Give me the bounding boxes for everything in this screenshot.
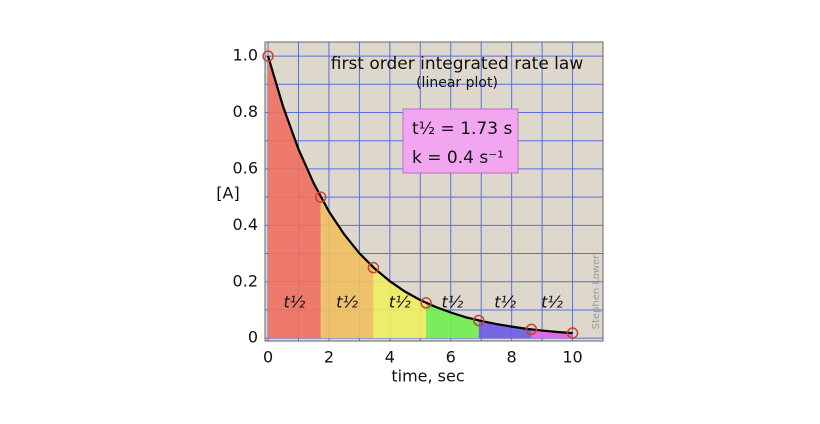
y-axis-label: [A]	[216, 184, 239, 203]
half-life-point	[314, 191, 327, 203]
annotation: t½ = 1.73 s	[412, 119, 512, 139]
half-life-point	[566, 327, 579, 339]
band-label: t½	[336, 293, 358, 312]
half-life-band	[320, 196, 374, 339]
annotation-box	[402, 108, 519, 174]
half-life-point	[525, 323, 538, 336]
chart-subtitle: (linear plot)	[416, 75, 498, 91]
x-axis-label: time, sec	[391, 367, 464, 386]
band-label: t½	[494, 293, 516, 312]
x-tick-label: 0	[263, 348, 273, 367]
y-tick-label: 0.6	[233, 158, 258, 177]
half-life-point	[473, 314, 485, 327]
band-label: t½	[442, 293, 464, 312]
y-tick-label: 0.4	[233, 215, 258, 234]
half-life-band	[426, 302, 479, 339]
half-life-band	[478, 320, 532, 339]
half-life-point	[262, 50, 274, 62]
band-label: t½	[541, 293, 563, 312]
y-tick-label: 0.2	[233, 271, 258, 290]
band-label: t½	[389, 293, 411, 312]
annotation: k = 0.4 s⁻¹	[412, 148, 504, 168]
half-life-point	[367, 261, 380, 274]
half-life-point	[420, 297, 432, 309]
credit: Stephen Lower	[591, 254, 602, 330]
y-tick-label: 0.8	[233, 102, 258, 121]
x-tick-label: 8	[507, 348, 517, 367]
y-tick-label: 0	[248, 328, 258, 347]
x-tick-label: 6	[446, 348, 456, 367]
half-life-band	[373, 267, 427, 339]
plot-frame	[264, 41, 604, 342]
chart-title: first order integrated rate law	[331, 54, 584, 74]
x-tick-label: 10	[562, 348, 582, 367]
x-tick-label: 4	[385, 348, 395, 367]
x-tick-label: 2	[324, 348, 334, 367]
half-life-band	[268, 56, 321, 339]
y-tick-label: 1.0	[233, 46, 258, 65]
band-label: t½	[283, 293, 305, 312]
